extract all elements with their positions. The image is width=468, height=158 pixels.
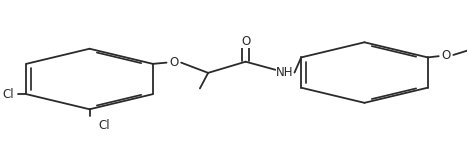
Text: Cl: Cl xyxy=(99,119,110,132)
Text: O: O xyxy=(441,49,451,62)
Text: O: O xyxy=(241,35,250,48)
Text: Cl: Cl xyxy=(2,88,14,101)
Text: NH: NH xyxy=(276,66,293,79)
Text: O: O xyxy=(169,55,178,69)
